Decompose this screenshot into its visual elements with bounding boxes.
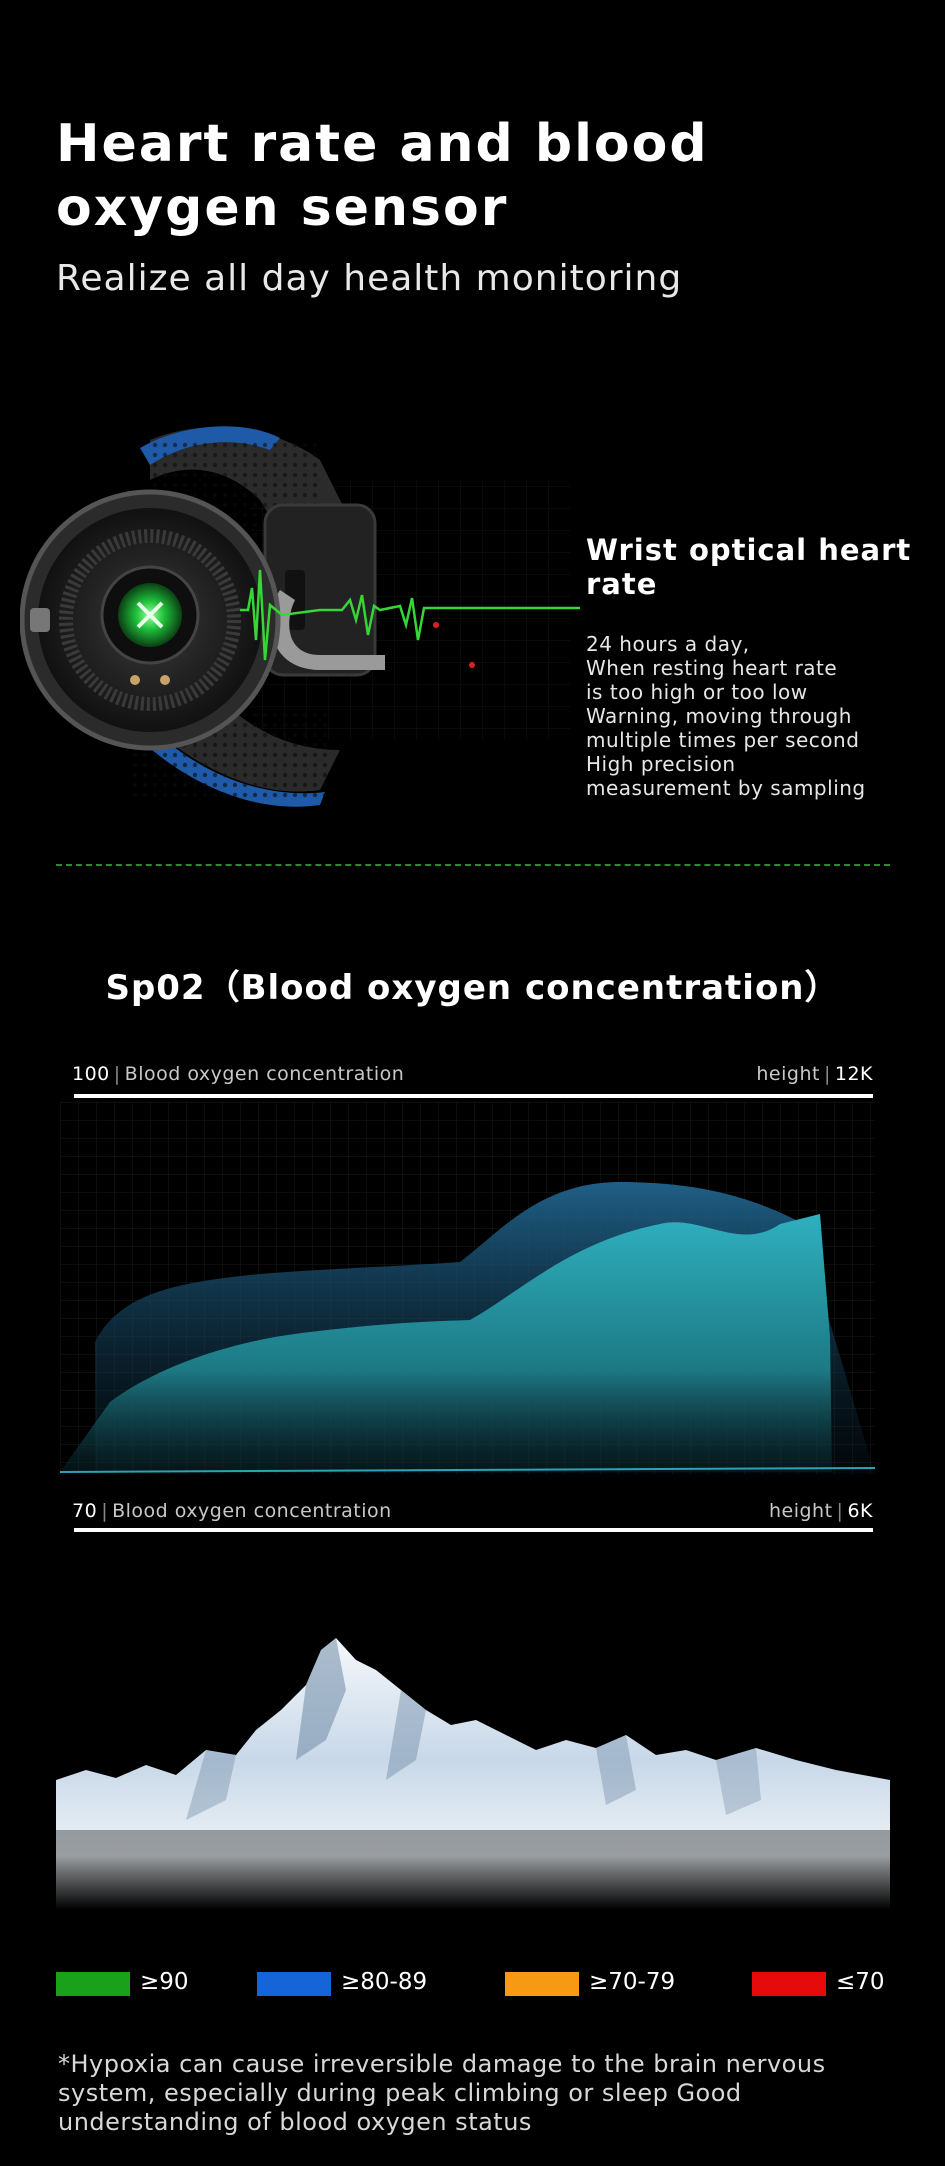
legend-swatch-orange (505, 1972, 579, 1996)
description-line: multiple times per second (586, 728, 860, 752)
bottom-axis-line (74, 1528, 873, 1532)
note-line: system, especially during peak climbing … (58, 2079, 742, 2107)
bottom-axis-left-label: 70 | Blood oxygen concentration (72, 1500, 392, 1522)
blood-oxygen-area-graphic (60, 1102, 875, 1474)
bottom-axis-value: 70 (72, 1500, 98, 1522)
heart-rate-title-line-1: Wrist optical heart (586, 533, 912, 567)
description-line: When resting heart rate (586, 656, 838, 680)
section-divider (56, 864, 890, 866)
top-axis-left-label: 100 | Blood oxygen concentration (72, 1063, 405, 1085)
top-axis-value: 100 (72, 1063, 110, 1085)
heart-rate-title: Wrist optical heart rate (586, 533, 926, 601)
description-line: High precision (586, 752, 736, 776)
hypoxia-footnote: *Hypoxia can cause irreversible damage t… (58, 2050, 898, 2137)
description-line: Warning, moving through (586, 704, 852, 728)
page-title: Heart rate and blood oxygen sensor (56, 112, 876, 240)
legend-label: ≥90 (140, 1969, 189, 1995)
legend-label: ≤70 (836, 1969, 885, 1995)
legend-swatch-green (56, 1972, 130, 1996)
page-subtitle: Realize all day health monitoring (56, 258, 683, 299)
top-axis-right-label: height | 12K (756, 1063, 873, 1085)
description-line: is too high or too low (586, 680, 808, 704)
legend-item: ≥80-89 (257, 1969, 437, 2000)
bottom-axis-text: Blood oxygen concentration (112, 1500, 392, 1522)
top-height-value: 12K (834, 1063, 873, 1085)
title-line-1: Heart rate and blood (56, 114, 709, 174)
legend-item: ≤70 (752, 1969, 892, 2000)
snow-mountain-image (56, 1638, 890, 1910)
legend-swatch-blue (257, 1972, 331, 1996)
smartwatch-illustration (20, 426, 580, 807)
top-axis-text: Blood oxygen concentration (124, 1063, 405, 1085)
heart-rate-description: 24 hours a day, When resting heart rate … (586, 632, 926, 800)
title-line-2: oxygen sensor (56, 178, 509, 238)
description-line: 24 hours a day, (586, 632, 750, 656)
spo2-title: Sp02（Blood oxygen concentration） (105, 968, 840, 1008)
top-axis-line (74, 1094, 873, 1098)
legend-swatch-red (752, 1972, 826, 1996)
top-height-label: height (756, 1063, 820, 1085)
note-line: understanding of blood oxygen status (58, 2108, 532, 2136)
legend-label: ≥70-79 (589, 1969, 676, 1995)
legend-item: ≥90 (56, 1969, 196, 2000)
bottom-axis-right-label: height | 6K (768, 1500, 873, 1522)
bottom-height-value: 6K (847, 1500, 873, 1522)
description-line: measurement by sampling (586, 776, 866, 800)
legend-item: ≥70-79 (505, 1969, 695, 2000)
note-line: *Hypoxia can cause irreversible damage t… (58, 2050, 826, 2078)
heart-rate-title-line-2: rate (586, 567, 658, 601)
legend-label: ≥80-89 (341, 1969, 428, 1995)
bottom-height-label: height (768, 1500, 833, 1522)
